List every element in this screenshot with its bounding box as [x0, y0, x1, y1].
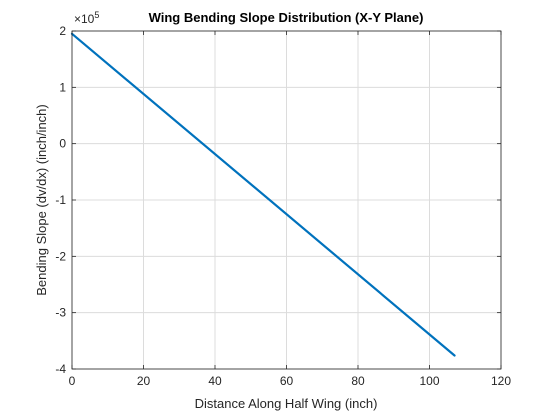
y-tick-label: -3 — [55, 306, 66, 320]
x-tick-label: 100 — [419, 374, 439, 388]
x-tick-label: 80 — [351, 374, 365, 388]
y-axis-exponent-power: 5 — [94, 10, 99, 20]
x-axis-label: Distance Along Half Wing (inch) — [195, 396, 378, 411]
y-tick-label: 2 — [59, 24, 66, 38]
chart-title: Wing Bending Slope Distribution (X-Y Pla… — [149, 10, 424, 25]
x-tick-labels: 0 20 40 60 80 100 120 — [69, 374, 512, 388]
y-tick-label: -4 — [55, 362, 66, 376]
y-axis-exponent: ×105 — [74, 10, 99, 26]
y-tick-label: -1 — [55, 193, 66, 207]
y-tick-label: 0 — [59, 137, 66, 151]
series-line — [70, 32, 456, 357]
y-axis-label: Bending Slope (dv/dx) (inch/inch) — [34, 104, 49, 296]
y-tick-label: -2 — [55, 249, 66, 263]
x-tick-label: 120 — [491, 374, 511, 388]
y-tick-label: 1 — [59, 80, 66, 94]
x-tick-label: 20 — [137, 374, 151, 388]
x-tick-label: 40 — [208, 374, 222, 388]
y-tick-labels: -4 -3 -2 -1 0 1 2 — [55, 24, 66, 376]
y-axis-exponent-base: ×10 — [74, 12, 95, 26]
x-tick-label: 0 — [69, 374, 76, 388]
x-tick-label: 60 — [280, 374, 294, 388]
ticks — [71, 30, 502, 370]
series-group — [70, 32, 456, 357]
